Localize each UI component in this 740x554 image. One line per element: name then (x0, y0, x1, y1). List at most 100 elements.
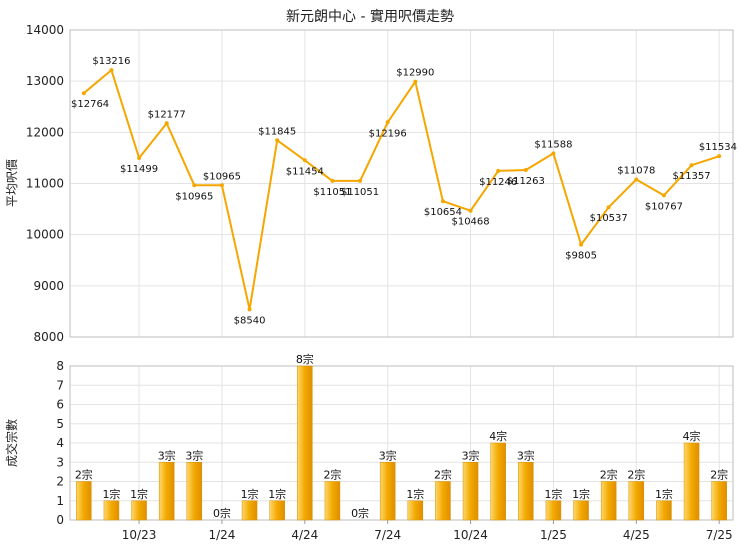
price-point (579, 242, 584, 247)
price-point (192, 183, 197, 188)
price-data-label: $12764 (71, 99, 109, 110)
price-y-tick-label: 9000 (33, 279, 64, 293)
price-data-label: $10767 (645, 201, 683, 212)
price-y-tick-label: 10000 (26, 228, 64, 242)
count-data-label: 3宗 (379, 448, 397, 462)
count-bar (518, 462, 534, 521)
price-data-label: $10965 (203, 171, 241, 182)
x-tick-label: 10/24 (453, 528, 488, 542)
price-data-label: $11845 (258, 126, 296, 137)
count-data-label: 1宗 (544, 487, 562, 501)
count-axis-label: 成交宗數 (4, 419, 19, 467)
count-data-label: 3宗 (462, 448, 480, 462)
x-tick-label: 1/24 (208, 528, 235, 542)
transaction-bar-chart: 0 1 2 3 4 5 6 7 8 2宗 1宗 1宗 3宗 3宗 0宗 1宗 1宗 8宗 2宗 0宗 3宗 1宗 2宗 3宗 4… (56, 352, 734, 542)
count-bar (545, 500, 562, 521)
price-point (302, 158, 307, 163)
count-data-label: 2宗 (434, 468, 452, 482)
count-y-tick-label: 4 (56, 436, 64, 450)
count-plot-frame (69, 365, 734, 521)
count-data-label: 1宗 (655, 487, 673, 501)
price-data-label: $13216 (92, 56, 130, 67)
count-bar (269, 500, 285, 521)
count-bar (379, 462, 396, 521)
price-data-label: $10537 (590, 213, 628, 224)
price-point (606, 205, 611, 210)
count-bar (573, 500, 589, 521)
count-bar (131, 500, 147, 521)
x-tick-label: 7/25 (706, 528, 733, 542)
price-data-label: $11263 (507, 176, 545, 187)
price-plot-frame (69, 29, 734, 338)
count-y-tick-label: 7 (56, 378, 64, 392)
count-y-tick-label: 2 (56, 475, 64, 489)
price-y-tick-label: 8000 (33, 330, 64, 344)
count-data-label: 0宗 (351, 506, 369, 520)
price-data-label: $11078 (617, 166, 655, 177)
price-point (689, 163, 694, 168)
x-tick-label: 10/23 (122, 528, 157, 542)
count-bar (103, 500, 120, 521)
count-data-label: 2宗 (627, 468, 645, 482)
price-point (137, 155, 142, 160)
count-data-label: 1宗 (241, 487, 259, 501)
price-point (523, 168, 528, 173)
price-point (551, 151, 556, 156)
price-data-label: $11534 (699, 142, 737, 153)
price-y-tick-label: 13000 (26, 74, 64, 88)
price-data-label: $11499 (120, 164, 158, 175)
price-data-label: $10654 (424, 207, 462, 218)
count-bar (297, 365, 313, 521)
price-point (247, 307, 252, 312)
count-data-label: 1宗 (406, 487, 424, 501)
count-data-label: 1宗 (102, 487, 120, 501)
price-point (385, 120, 390, 125)
count-bar (711, 481, 727, 521)
count-data-label: 1宗 (572, 487, 590, 501)
count-data-label: 0宗 (213, 506, 231, 520)
price-point (219, 183, 224, 188)
price-data-label: $11051 (341, 187, 379, 198)
price-point (109, 68, 114, 73)
count-data-label: 1宗 (130, 487, 148, 501)
count-bar (241, 500, 258, 521)
count-data-label: 2宗 (75, 468, 93, 482)
price-point (661, 193, 666, 198)
price-data-label: $11051 (313, 187, 351, 198)
count-bar (600, 481, 617, 521)
price-line-chart: 8000 9000 10000 11000 12000 13000 14000 $12764 $… (26, 23, 737, 344)
count-bar (683, 442, 700, 521)
count-data-label: 2宗 (323, 468, 341, 482)
count-data-label: 4宗 (683, 429, 701, 443)
count-bar (186, 462, 203, 521)
price-data-label: $9805 (565, 251, 597, 262)
price-y-tick-label: 12000 (26, 125, 64, 139)
count-data-label: 2宗 (710, 468, 728, 482)
price-data-label: $11246 (479, 177, 517, 188)
price-point (330, 178, 335, 183)
price-point (634, 177, 639, 182)
count-bar (628, 481, 645, 521)
count-y-tick-label: 6 (56, 398, 64, 412)
x-tick-label: 4/24 (291, 528, 318, 542)
count-bar (158, 462, 175, 521)
price-data-label: $11454 (286, 166, 324, 177)
price-point (275, 138, 280, 143)
x-tick-label: 4/25 (623, 528, 650, 542)
count-data-label: 1宗 (268, 487, 286, 501)
price-data-label: $12196 (369, 128, 407, 139)
price-point (81, 91, 86, 96)
count-y-tick-label: 8 (56, 359, 64, 373)
price-y-tick-label: 14000 (26, 23, 64, 37)
count-y-tick-label: 3 (56, 455, 64, 469)
count-data-label: 3宗 (185, 448, 203, 462)
count-bar (76, 481, 92, 521)
price-y-tick-label: 11000 (26, 177, 64, 191)
price-data-label: $8540 (234, 315, 266, 326)
count-data-label: 3宗 (158, 448, 176, 462)
price-series-line (83, 69, 720, 311)
count-y-tick-label: 5 (56, 417, 64, 431)
price-data-label: $12990 (396, 68, 434, 79)
